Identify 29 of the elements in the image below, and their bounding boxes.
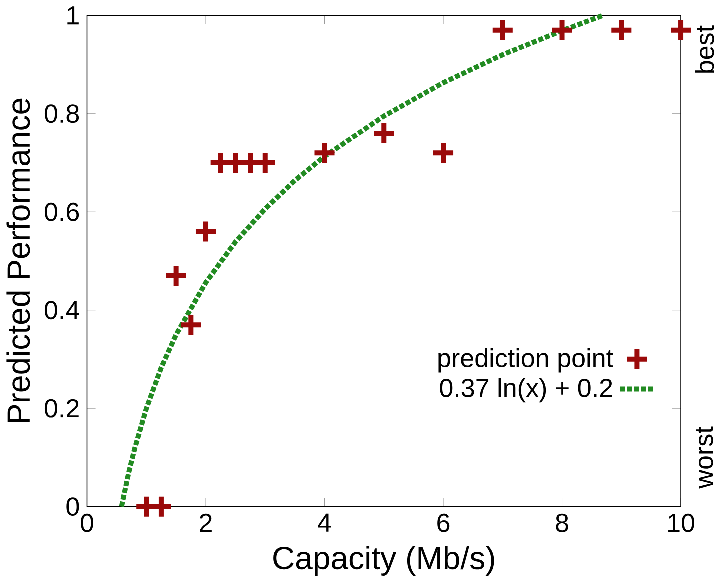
text: worst [696, 426, 714, 490]
y-tick-label: 0.8 [44, 104, 80, 124]
point [671, 20, 692, 41]
point [552, 20, 572, 41]
point [374, 124, 394, 144]
x-tick-label: 4 [318, 514, 332, 532]
point [196, 222, 216, 242]
y-tick-label: 0 [66, 498, 80, 516]
point [314, 143, 335, 164]
point [181, 315, 202, 336]
legend-label: prediction point [438, 348, 614, 373]
point [492, 20, 513, 41]
text: best [695, 26, 714, 74]
x-tick-label: 8 [556, 514, 568, 533]
point [166, 266, 186, 286]
point [433, 143, 454, 164]
y-axis-title: Predicted Performance [6, 99, 30, 423]
x-tick-label: 10 [668, 514, 694, 533]
y-tick-label: 1 [68, 6, 79, 25]
y-tick-label: 0.6 [44, 203, 80, 222]
y-tick-label: 0.4 [44, 301, 80, 320]
x-tick-label: 2 [200, 514, 212, 532]
point [612, 20, 632, 41]
y-tick-label: 0.2 [44, 400, 79, 418]
x-tick-label: 6 [438, 514, 450, 533]
point [151, 496, 172, 518]
x-tick-label: 0 [81, 514, 94, 533]
legend-label: 0.37 ln(x) + 0.2 [440, 378, 612, 403]
x-axis-title: Capacity (Mb/s) [274, 546, 494, 576]
